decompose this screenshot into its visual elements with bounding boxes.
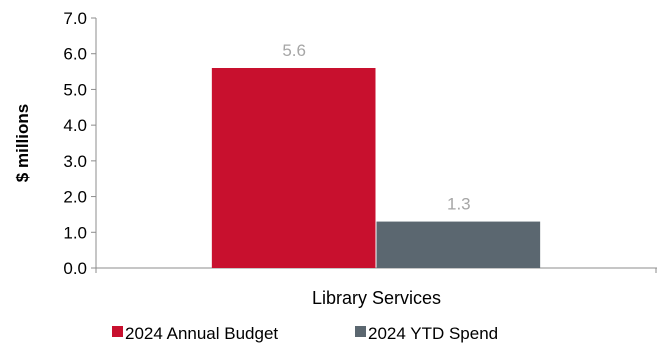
y-tick-label: 5.0 xyxy=(63,80,87,99)
data-label: 5.6 xyxy=(282,41,306,60)
y-tick-label: 0.0 xyxy=(63,259,87,278)
bar xyxy=(376,221,541,268)
legend-label: 2024 YTD Spend xyxy=(368,324,498,343)
bars xyxy=(211,68,541,268)
bar xyxy=(211,68,376,268)
x-labels: Library Services xyxy=(312,288,441,308)
y-tick-label: 3.0 xyxy=(63,152,87,171)
y-tick-label: 2.0 xyxy=(63,188,87,207)
x-tick-label: Library Services xyxy=(312,288,441,308)
y-tick-label: 1.0 xyxy=(63,223,87,242)
data-label: 1.3 xyxy=(447,195,471,214)
y-axis-title: $ millions xyxy=(13,104,32,182)
y-tick-label: 4.0 xyxy=(63,116,87,135)
legend-swatch xyxy=(112,326,123,337)
y-axis-title-group: $ millions xyxy=(13,104,32,182)
legend-swatch xyxy=(355,326,366,337)
data-labels: 5.6 1.3 xyxy=(282,41,470,214)
axes: 0.0 1.0 2.0 3.0 4.0 5.0 6.0 7.0 xyxy=(63,9,657,278)
legend: 2024 Annual Budget 2024 YTD Spend xyxy=(112,324,498,343)
legend-label: 2024 Annual Budget xyxy=(125,324,278,343)
y-tick-label: 6.0 xyxy=(63,45,87,64)
y-tick-label: 7.0 xyxy=(63,9,87,28)
